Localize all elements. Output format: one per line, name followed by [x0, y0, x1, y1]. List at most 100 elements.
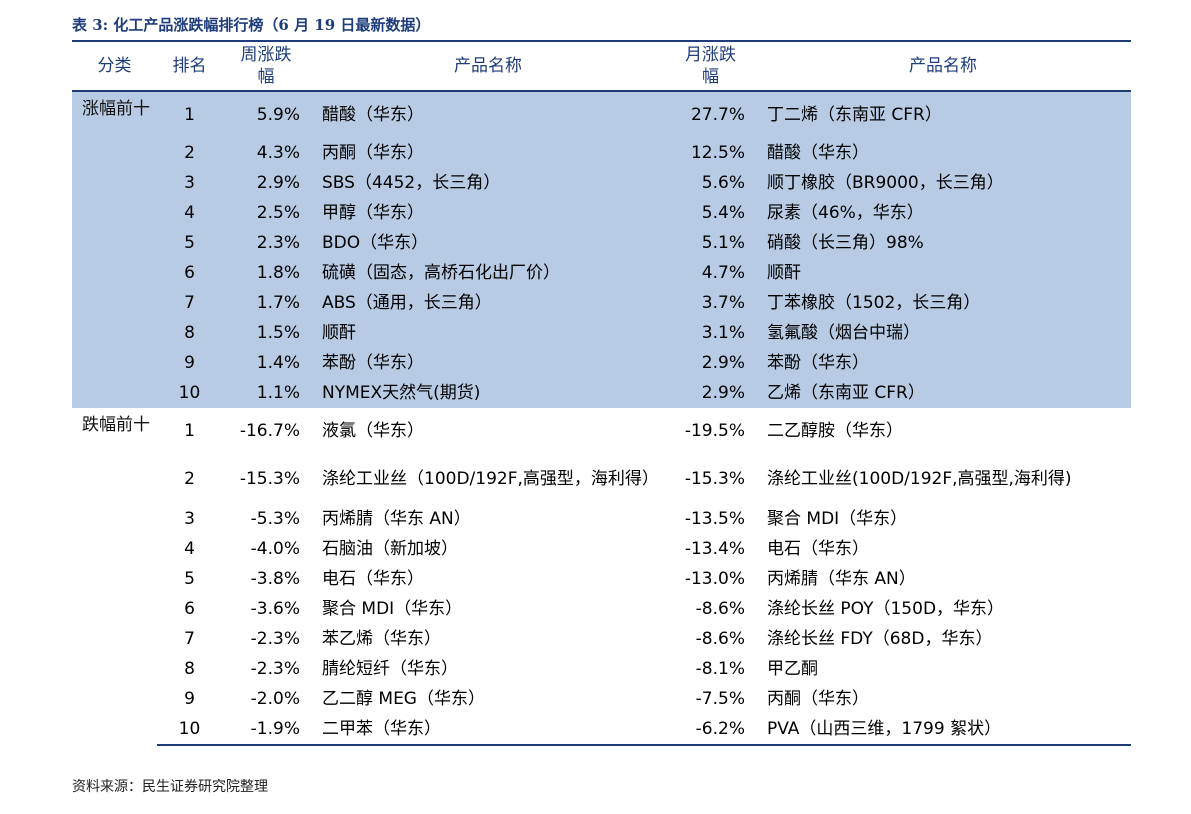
monthly-change-cell: -8.6%	[695, 599, 745, 619]
weekly-change-cell: 2.9%	[222, 168, 310, 198]
weekly-product-cell: 二甲苯（华东）	[310, 714, 666, 746]
rank-cell: 6	[184, 599, 195, 619]
header-rank: 排名	[157, 40, 222, 92]
ranking-table: 分类 排名 周涨跌幅 产品名称 月涨跌幅 产品名称 涨幅前十 1 5.9% 醋酸（华东…	[72, 40, 1131, 746]
monthly-product-cell: 氢氟酸（烟台中瑞）	[755, 318, 1131, 348]
header-product-weekly: 产品名称	[310, 40, 666, 92]
weekly-product-cell: 硫磺（固态，高桥石化出厂价）	[310, 258, 666, 288]
weekly-product-cell: 醋酸（华东）	[310, 91, 666, 138]
monthly-change-cell: 4.7%	[666, 258, 755, 288]
monthly-change-cell: 2.9%	[666, 378, 755, 408]
monthly-product-cell: 顺酐	[755, 258, 1131, 288]
table-row: 2 -15.3% 涤纶工业丝（100D/192F,高强型，海利得） -15.3% 涤纶工…	[72, 454, 1131, 504]
table-row: 8 1.5% 顺酐 3.1% 氢氟酸（烟台中瑞）	[72, 318, 1131, 348]
monthly-product-cell: 醋酸（华东）	[755, 138, 1131, 168]
header-weekly-change: 周涨跌幅	[222, 40, 310, 92]
fall-category-label: 跌幅前十	[82, 415, 150, 435]
monthly-product-cell: 二乙醇胺（华东）	[767, 421, 903, 441]
monthly-change-cell: 12.5%	[666, 138, 755, 168]
weekly-product-cell: 苯酚（华东）	[310, 348, 666, 378]
weekly-change-cell: -1.9%	[222, 714, 310, 746]
monthly-product-cell: 顺丁橡胶（BR9000，长三角）	[755, 168, 1131, 198]
monthly-change-cell: -8.1%	[695, 659, 745, 679]
monthly-change-cell: 2.9%	[666, 348, 755, 378]
rank-cell: 1	[184, 421, 195, 441]
source-note: 资料来源：民生证券研究院整理	[72, 779, 268, 795]
table-row: 跌幅前十 1 -16.7% 液氯（华东） -19.5% 二乙醇胺（华东）	[72, 408, 1131, 454]
monthly-change-cell: -19.5%	[684, 421, 745, 441]
rank-cell: 10	[157, 378, 222, 408]
monthly-change-cell: 3.1%	[666, 318, 755, 348]
weekly-product-cell: 涤纶工业丝（100D/192F,高强型，海利得）	[322, 469, 659, 489]
rank-cell: 7	[184, 629, 195, 649]
ranking-table-wrapper: 分类 排名 周涨跌幅 产品名称 月涨跌幅 产品名称 涨幅前十 1 5.9% 醋酸（华东…	[72, 40, 1131, 746]
table-caption: 表 3: 化工产品涨跌幅排行榜（6 月 19 日最新数据）	[72, 16, 431, 34]
rank-cell: 4	[184, 539, 195, 559]
monthly-product-cell: 丙烯腈（华东 AN）	[767, 569, 916, 589]
monthly-change-cell: -6.2%	[666, 714, 755, 746]
rank-cell: 8	[157, 318, 222, 348]
weekly-product-cell: 腈纶短纤（华东）	[322, 659, 458, 679]
weekly-change-cell: -2.3%	[250, 659, 300, 679]
weekly-change-cell: -2.0%	[250, 689, 300, 709]
monthly-product-cell: 丁二烯（东南亚 CFR）	[755, 91, 1131, 138]
rank-cell: 6	[157, 258, 222, 288]
monthly-change-cell: -8.6%	[695, 629, 745, 649]
table-row: 7 1.7% ABS（通用，长三角） 3.7% 丁苯橡胶（1502，长三角）	[72, 288, 1131, 318]
rank-cell: 8	[184, 659, 195, 679]
weekly-product-cell: 石脑油（新加坡）	[322, 539, 458, 559]
table-row: 3 -5.3% 丙烯腈（华东 AN） -13.5% 聚合 MDI（华东）	[72, 504, 1131, 534]
table-row: 2 4.3% 丙酮（华东） 12.5% 醋酸（华东）	[72, 138, 1131, 168]
weekly-product-cell: 丙烯腈（华东 AN）	[322, 509, 471, 529]
monthly-product-cell: 丁苯橡胶（1502，长三角）	[755, 288, 1131, 318]
table-row: 7 -2.3% 苯乙烯（华东） -8.6% 涤纶长丝 FDY（68D，华东）	[72, 624, 1131, 654]
monthly-product-cell: 苯酚（华东）	[755, 348, 1131, 378]
rank-cell: 5	[184, 569, 195, 589]
weekly-product-cell: 聚合 MDI（华东）	[322, 599, 463, 619]
rank-cell: 1	[157, 91, 222, 138]
table-row: 8 -2.3% 腈纶短纤（华东） -8.1% 甲乙酮	[72, 654, 1131, 684]
header-category: 分类	[72, 40, 157, 92]
monthly-product-cell: 涤纶长丝 POY（150D，华东）	[767, 599, 1005, 619]
weekly-change-cell: -15.3%	[239, 469, 300, 489]
rank-cell: 9	[184, 689, 195, 709]
table-row: 3 2.9% SBS（4452，长三角） 5.6% 顺丁橡胶（BR9000，长三角）	[72, 168, 1131, 198]
monthly-product-cell: 丙酮（华东）	[767, 689, 869, 709]
header-product-monthly: 产品名称	[755, 40, 1131, 92]
weekly-product-cell: 苯乙烯（华东）	[322, 629, 441, 649]
weekly-change-cell: -2.3%	[250, 629, 300, 649]
weekly-change-cell: 1.7%	[222, 288, 310, 318]
rank-cell: 10	[157, 714, 222, 746]
monthly-product-cell: 涤纶工业丝(100D/192F,高强型,海利得)	[767, 469, 1072, 489]
monthly-change-cell: 5.1%	[666, 228, 755, 258]
table-row: 5 -3.8% 电石（华东） -13.0% 丙烯腈（华东 AN）	[72, 564, 1131, 594]
monthly-product-cell: 聚合 MDI（华东）	[767, 509, 908, 529]
rank-cell: 4	[157, 198, 222, 228]
weekly-change-cell: 1.4%	[222, 348, 310, 378]
weekly-product-cell: 甲醇（华东）	[310, 198, 666, 228]
monthly-change-cell: -13.5%	[684, 509, 745, 529]
table-body: 涨幅前十 1 5.9% 醋酸（华东） 27.7% 丁二烯（东南亚 CFR） 2 4.3% 丙酮（…	[72, 91, 1131, 746]
header-monthly-change: 月涨跌幅	[666, 40, 755, 92]
weekly-change-cell: 2.3%	[222, 228, 310, 258]
table-row: 6 -3.6% 聚合 MDI（华东） -8.6% 涤纶长丝 POY（150D，华东）	[72, 594, 1131, 624]
rank-cell: 3	[184, 509, 195, 529]
rank-cell: 5	[157, 228, 222, 258]
rank-cell: 2	[157, 138, 222, 168]
weekly-product-cell: 液氯（华东）	[322, 421, 424, 441]
weekly-change-cell: 4.3%	[222, 138, 310, 168]
monthly-change-cell: 27.7%	[666, 91, 755, 138]
weekly-change-cell: -3.8%	[250, 569, 300, 589]
monthly-change-cell: -7.5%	[695, 689, 745, 709]
weekly-product-cell: ABS（通用，长三角）	[310, 288, 666, 318]
weekly-change-cell: -16.7%	[239, 421, 300, 441]
table-row: 6 1.8% 硫磺（固态，高桥石化出厂价） 4.7% 顺酐	[72, 258, 1131, 288]
weekly-change-cell: -5.3%	[250, 509, 300, 529]
table-header-row: 分类 排名 周涨跌幅 产品名称 月涨跌幅 产品名称	[72, 40, 1131, 92]
table-row: 9 -2.0% 乙二醇 MEG（华东） -7.5% 丙酮（华东）	[72, 684, 1131, 714]
monthly-product-cell: PVA（山西三维，1799 絮状）	[755, 714, 1131, 746]
rank-cell: 9	[157, 348, 222, 378]
monthly-product-cell: 甲乙酮	[767, 659, 818, 679]
table-row: 4 2.5% 甲醇（华东） 5.4% 尿素（46%，华东）	[72, 198, 1131, 228]
weekly-change-cell: -3.6%	[250, 599, 300, 619]
